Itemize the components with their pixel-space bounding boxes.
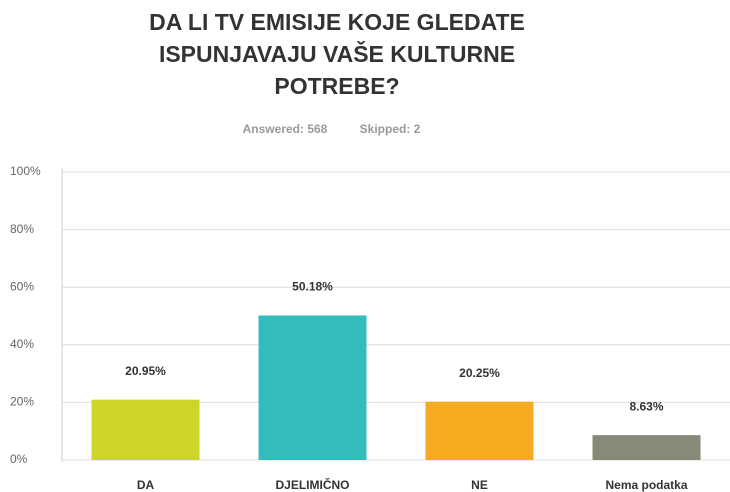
chart-title: DA LI TV EMISIJE KOJE GLEDATE ISPUNJAVAJ… [149, 9, 525, 99]
x-tick-label: NE [471, 478, 488, 492]
value-label: 8.63% [629, 399, 663, 413]
value-label: 20.95% [125, 364, 166, 378]
x-tick-label: Nema podatka [605, 478, 687, 492]
bar [592, 435, 701, 460]
bar [425, 401, 534, 460]
y-tick-label: 60% [10, 279, 34, 293]
x-tick-label: DJELIMIČNO [275, 477, 349, 492]
y-tick-label: 0% [10, 452, 28, 466]
y-tick-label: 80% [10, 222, 34, 236]
answered: Answered: 568 [243, 122, 328, 136]
y-tick-label: 40% [10, 337, 34, 351]
skipped: Skipped: 2 [360, 122, 421, 136]
y-tick-label: 100% [10, 164, 41, 178]
x-tick-label: DA [137, 478, 155, 492]
bar [258, 315, 367, 460]
y-tick-label: 20% [10, 395, 34, 409]
value-label: 20.25% [459, 366, 500, 380]
bar [91, 399, 200, 460]
value-label: 50.18% [292, 280, 333, 294]
